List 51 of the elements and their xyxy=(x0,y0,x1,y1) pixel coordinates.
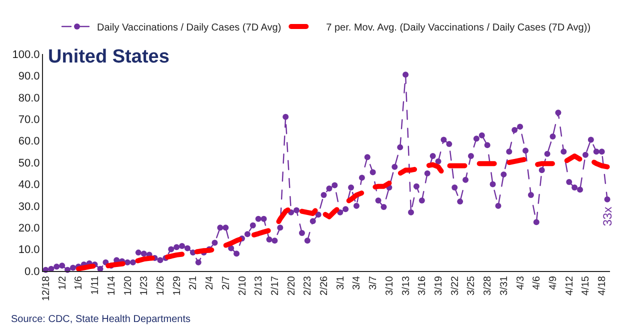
y-tick-label: 50.0 xyxy=(18,157,40,170)
x-tick-label: 2/17 xyxy=(270,276,281,296)
legend-label: 7 per. Mov. Avg. (Daily Vaccinations / Daily Cases (7D Avg)) xyxy=(326,22,591,34)
x-tick-label: 2/26 xyxy=(319,276,330,296)
y-tick-label: 20.0 xyxy=(18,222,40,234)
y-tick-label: 60.0 xyxy=(18,136,40,148)
annotation: 33x xyxy=(600,206,614,226)
x-tick-label: 2/7 xyxy=(220,276,232,290)
x-tick-label: 4/3 xyxy=(515,276,526,290)
x-tick-label: 4/9 xyxy=(548,276,559,290)
y-tick-label: 90.0 xyxy=(18,70,40,83)
x-tick-label: 1/11 xyxy=(90,276,102,295)
x-tick-label: 1/20 xyxy=(122,276,134,296)
x-tick-label: 3/7 xyxy=(368,276,380,290)
x-tick-label: 4/15 xyxy=(580,276,592,296)
x-tick-label: 2/4 xyxy=(204,276,216,290)
y-tick-label: 40.0 xyxy=(18,179,40,192)
y-tick-label: 100.0 xyxy=(12,48,40,61)
x-tick-label: 12/18 xyxy=(40,276,52,302)
x-tick-label: 1/29 xyxy=(172,276,183,296)
x-tick-label: 2/23 xyxy=(302,276,314,296)
source-note: Source: CDC, State Health Departments xyxy=(11,314,191,325)
x-tick-label: 3/4 xyxy=(352,276,363,290)
x-tick-label: 3/13 xyxy=(400,276,412,296)
x-tick-label: 3/16 xyxy=(417,276,428,296)
x-tick-label: 1/14 xyxy=(106,276,118,296)
x-tick-label: 3/28 xyxy=(482,276,494,296)
x-tick-label: 4/18 xyxy=(597,276,608,296)
x-tick-label: 2/13 xyxy=(254,276,265,296)
x-tick-label: 3/1 xyxy=(335,276,346,290)
x-tick-label: 1/6 xyxy=(74,276,85,290)
x-tick-label: 3/10 xyxy=(384,276,396,296)
legend-label: Daily Vaccinations / Daily Cases (7D Avg) xyxy=(97,22,282,34)
x-tick-label: 2/1 xyxy=(188,276,200,290)
y-tick-label: 80.0 xyxy=(18,92,40,104)
y-tick-label: 70.0 xyxy=(18,114,40,126)
x-tick-label: 1/23 xyxy=(139,276,150,296)
chart-title: United States xyxy=(48,46,170,68)
y-tick-label: 0.0 xyxy=(24,266,40,278)
x-tick-label: 4/12 xyxy=(564,276,576,296)
x-tick-label: 3/19 xyxy=(434,276,445,296)
x-tick-label: 1/26 xyxy=(155,276,166,296)
x-tick-label: 3/22 xyxy=(450,276,461,296)
x-tick-label: 3/25 xyxy=(466,276,478,296)
x-tick-label: 4/6 xyxy=(532,276,543,290)
y-tick-label: 30.0 xyxy=(18,200,40,213)
x-tick-label: 3/31 xyxy=(498,276,510,296)
x-tick-label: 2/20 xyxy=(286,276,298,296)
y-tick-label: 10.0 xyxy=(18,244,40,256)
x-tick-label: 1/2 xyxy=(57,276,68,290)
x-tick-label: 2/10 xyxy=(237,276,248,296)
